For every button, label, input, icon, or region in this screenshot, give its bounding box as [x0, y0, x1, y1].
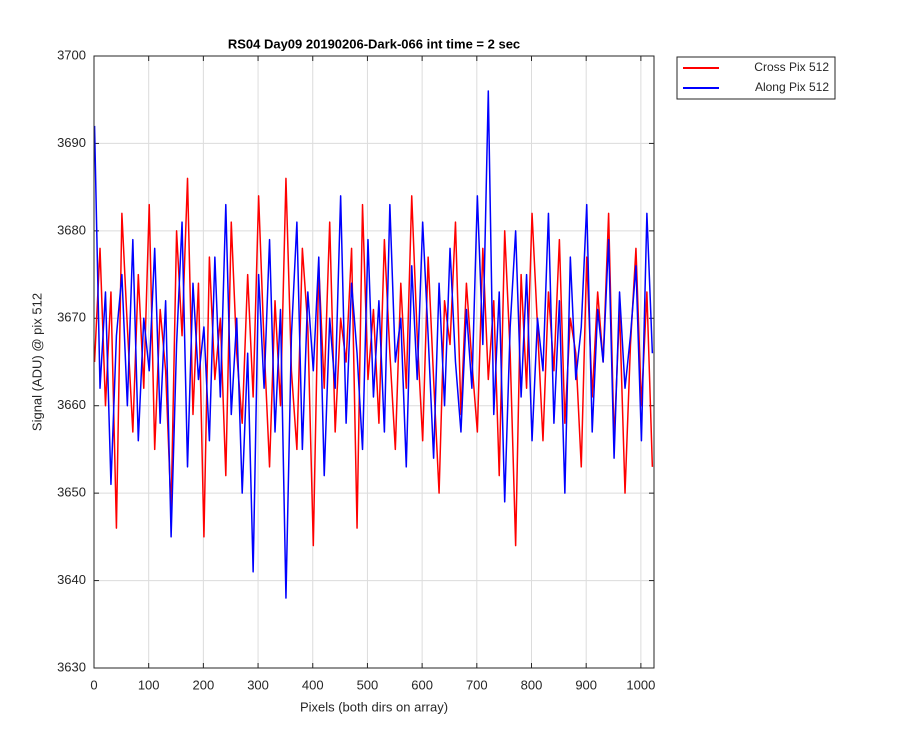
chart-title: RS04 Day09 20190206-Dark-066 int time = … — [228, 36, 520, 51]
y-tick-label: 3630 — [57, 659, 86, 674]
x-tick-label: 200 — [193, 677, 215, 692]
legend-box — [676, 56, 836, 100]
axes-box — [93, 55, 655, 669]
x-tick-label: 800 — [521, 677, 543, 692]
y-tick-label: 3660 — [57, 397, 86, 412]
x-tick-label: 100 — [138, 677, 160, 692]
data-line — [93, 90, 654, 599]
x-tick-label: 400 — [302, 677, 324, 692]
x-axis-label: Pixels (both dirs on array) — [300, 699, 448, 714]
x-tick-label: 1000 — [626, 677, 655, 692]
plot-area — [94, 56, 654, 668]
y-tick-label: 3670 — [57, 310, 86, 325]
y-tick-label: 3680 — [57, 222, 86, 237]
y-axis-label: Signal (ADU) @ pix 512 — [29, 293, 44, 431]
legend-label: Along Pix 512 — [755, 80, 829, 94]
legend-label: Cross Pix 512 — [754, 60, 829, 74]
x-tick-label: 500 — [357, 677, 379, 692]
x-tick-label: 600 — [411, 677, 433, 692]
data-line — [93, 177, 654, 547]
y-tick-label: 3690 — [57, 135, 86, 150]
y-tick-label: 3700 — [57, 47, 86, 62]
x-tick-label: 300 — [247, 677, 269, 692]
y-tick-label: 3640 — [57, 572, 86, 587]
x-tick-label: 700 — [466, 677, 488, 692]
y-tick-label: 3650 — [57, 485, 86, 500]
x-tick-label: 0 — [90, 677, 97, 692]
x-tick-label: 900 — [575, 677, 597, 692]
